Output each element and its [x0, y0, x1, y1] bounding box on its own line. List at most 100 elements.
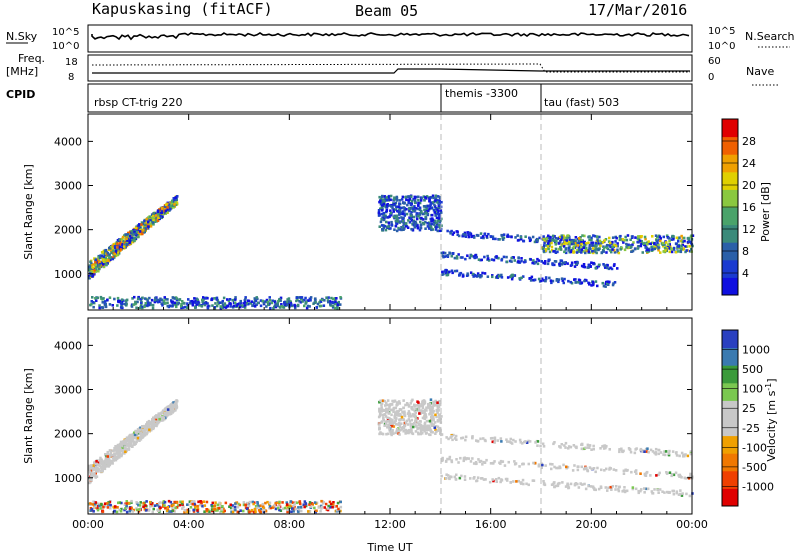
range-time-cell	[665, 245, 668, 249]
range-time-cell	[519, 236, 523, 239]
range-time-cell	[141, 296, 144, 300]
range-time-cell	[622, 472, 626, 475]
range-time-cell	[415, 207, 418, 210]
range-time-cell	[532, 259, 535, 262]
range-time-cell	[656, 488, 659, 492]
range-time-cell	[522, 462, 525, 466]
range-time-cell	[285, 501, 288, 504]
range-time-cell	[558, 481, 561, 485]
range-time-cell	[88, 481, 91, 485]
range-time-cell	[422, 425, 425, 428]
range-time-cell	[274, 501, 277, 505]
range-time-cell	[171, 506, 174, 509]
range-time-cell	[386, 399, 390, 402]
range-time-cell	[393, 399, 396, 403]
range-time-cell	[568, 236, 571, 239]
range-time-cell	[202, 500, 206, 503]
range-time-cell	[171, 204, 175, 207]
range-time-cell	[691, 244, 694, 248]
range-time-cell	[383, 199, 387, 202]
range-time-cell	[257, 509, 261, 512]
range-time-cell	[685, 249, 688, 252]
range-time-cell	[542, 238, 546, 241]
range-time-cell	[90, 472, 93, 475]
range-time-cell	[127, 445, 131, 448]
range-time-cell	[335, 297, 338, 300]
range-time-cell	[672, 489, 675, 493]
range-time-cell	[589, 265, 592, 268]
range-time-cell	[136, 300, 139, 304]
range-time-cell	[674, 471, 678, 475]
range-time-cell	[613, 281, 617, 284]
range-time-cell	[580, 242, 583, 246]
range-time-cell	[603, 469, 606, 472]
range-time-cell	[398, 208, 401, 212]
range-time-cell	[522, 482, 525, 486]
range-time-cell	[99, 470, 102, 473]
colorbar-tick-label: -1000	[742, 480, 774, 493]
range-time-cell	[672, 246, 676, 250]
range-time-cell	[505, 438, 508, 441]
range-time-cell	[383, 195, 387, 198]
range-time-cell	[462, 457, 466, 460]
range-time-cell	[134, 302, 137, 306]
range-time-cell	[159, 297, 162, 301]
range-time-cell	[396, 411, 399, 415]
range-time-cell	[606, 280, 609, 283]
range-time-cell	[133, 239, 136, 243]
range-time-cell	[605, 251, 608, 254]
range-time-cell	[509, 481, 512, 484]
range-time-cell	[105, 461, 108, 464]
range-time-cell	[394, 406, 398, 410]
range-time-cell	[408, 207, 411, 210]
range-time-cell	[142, 225, 146, 228]
range-time-cell	[156, 415, 160, 418]
range-time-cell	[400, 206, 403, 210]
range-time-cell	[389, 209, 392, 212]
range-time-cell	[169, 204, 172, 208]
range-time-cell	[154, 296, 157, 300]
range-time-cell	[261, 502, 265, 506]
range-time-cell	[599, 244, 602, 248]
range-time-cell	[95, 261, 98, 264]
range-time-cell	[102, 255, 106, 258]
range-time-cell	[424, 415, 428, 419]
range-time-cell	[437, 195, 440, 198]
range-time-cell	[257, 301, 260, 305]
range-time-cell	[109, 451, 113, 454]
range-time-cell	[137, 438, 140, 441]
range-time-cell	[146, 301, 149, 304]
range-time-cell	[510, 256, 513, 260]
range-time-cell	[125, 298, 129, 302]
range-time-cell	[392, 406, 396, 410]
range-time-cell	[120, 453, 123, 457]
range-time-cell	[101, 465, 105, 468]
range-time-cell	[572, 245, 576, 249]
range-time-cell	[147, 220, 150, 224]
range-time-cell	[139, 306, 142, 309]
range-time-cell	[427, 405, 430, 409]
range-time-cell	[328, 500, 332, 504]
range-time-cell	[378, 432, 381, 436]
range-time-cell	[427, 205, 431, 208]
range-time-cell	[576, 482, 579, 486]
range-time-cell	[378, 414, 382, 418]
range-time-cell	[90, 302, 93, 306]
range-time-cell	[168, 304, 172, 308]
range-time-cell	[442, 255, 445, 259]
range-time-cell	[268, 302, 271, 305]
range-time-cell	[627, 243, 630, 247]
range-time-cell	[385, 432, 388, 436]
range-time-cell	[336, 306, 339, 310]
range-time-cell	[94, 501, 98, 504]
range-time-cell	[567, 447, 570, 450]
range-time-cell	[429, 225, 432, 228]
range-time-cell	[635, 447, 638, 450]
range-time-cell	[150, 213, 154, 216]
range-time-cell	[406, 226, 410, 229]
range-time-cell	[91, 273, 94, 276]
range-time-cell	[564, 441, 568, 445]
range-time-cell	[549, 462, 552, 466]
range-time-cell	[380, 409, 384, 412]
range-time-cell	[564, 251, 568, 255]
